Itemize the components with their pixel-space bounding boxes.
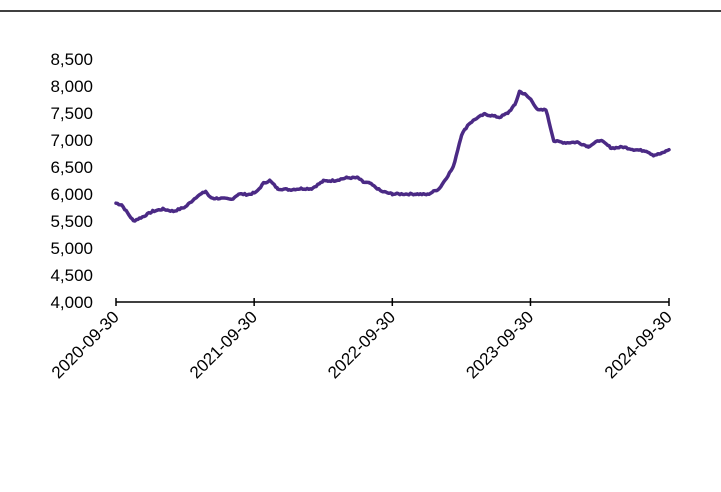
series-line — [114, 89, 671, 223]
x-tick-label: 2022-09-30 — [324, 307, 399, 382]
y-tick-label: 6,000 — [50, 185, 93, 204]
x-tick-label: 2020-09-30 — [48, 307, 123, 382]
y-tick-label: 6,500 — [50, 158, 93, 177]
y-tick-label: 8,500 — [50, 50, 93, 69]
x-axis: 2020-09-30 2021-09-30 2022-09-30 2023-09-30… — [48, 298, 676, 382]
y-axis: 4,000 4,500 5,000 5,500 6,000 6,500 7,000 7,500… — [50, 50, 93, 312]
y-tick-label: 4,000 — [50, 293, 93, 312]
x-tick-label: 2021-09-30 — [186, 307, 261, 382]
y-tick-label: 7,500 — [50, 104, 93, 123]
x-tick-label: 2024-09-30 — [601, 307, 676, 382]
y-tick-label: 7,000 — [50, 131, 93, 150]
y-tick-label: 8,000 — [50, 77, 93, 96]
y-tick-label: 5,000 — [50, 239, 93, 258]
x-tick-label: 2023-09-30 — [462, 307, 537, 382]
y-tick-label: 5,500 — [50, 212, 93, 231]
y-tick-label: 4,500 — [50, 266, 93, 285]
